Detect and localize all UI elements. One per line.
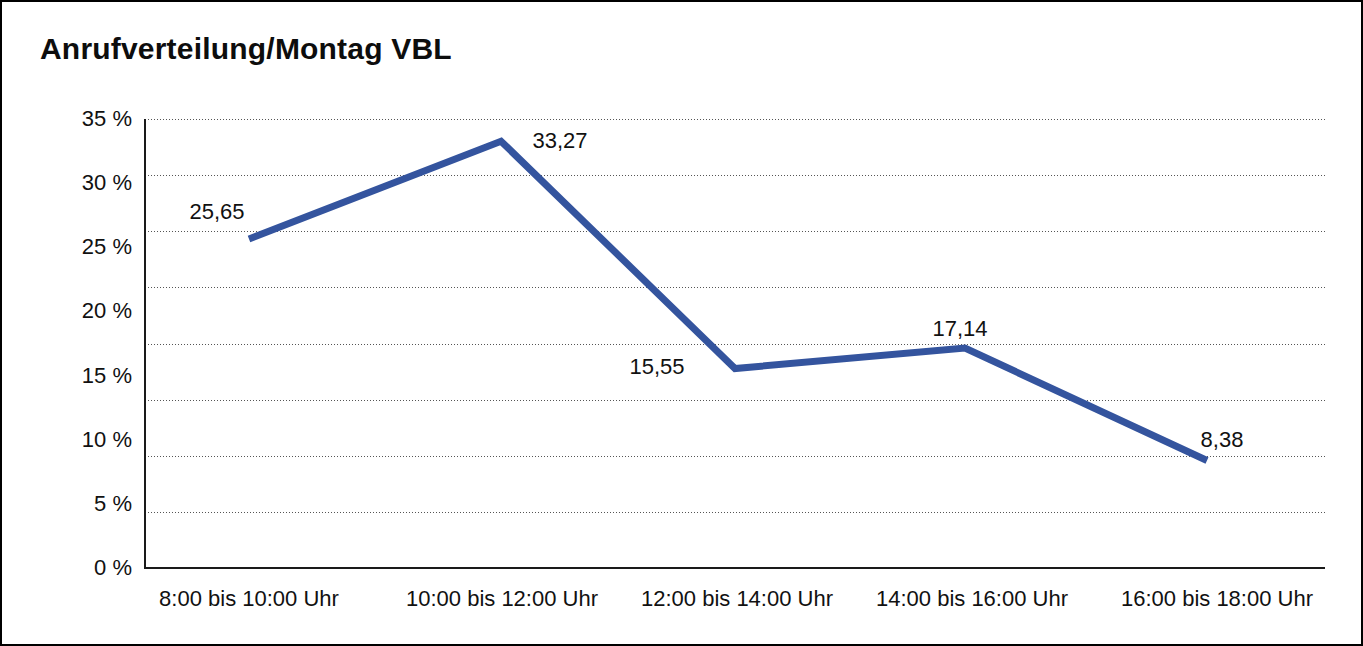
data-point-label: 17,14: [895, 316, 1025, 342]
y-tick-label: 20 %: [2, 298, 132, 324]
data-point-label: 15,55: [592, 354, 722, 380]
x-category-label: 8:00 bis 10:00 Uhr: [129, 586, 369, 612]
x-category-label: 14:00 bis 16:00 Uhr: [852, 586, 1092, 612]
y-tick-label: 30 %: [2, 170, 132, 196]
series-line: [249, 141, 1207, 460]
x-category-label: 16:00 bis 18:00 Uhr: [1097, 586, 1337, 612]
y-tick-label: 25 %: [2, 234, 132, 260]
gridline: [145, 119, 1325, 120]
gridline: [145, 400, 1325, 401]
chart-title: Anrufverteilung/Montag VBL: [40, 32, 452, 66]
gridline: [145, 231, 1325, 232]
gridline: [145, 175, 1325, 176]
data-point-label: 25,65: [152, 199, 282, 225]
gridline: [145, 512, 1325, 513]
y-tick-label: 35 %: [2, 106, 132, 132]
y-axis-line: [144, 119, 146, 569]
gridline: [145, 456, 1325, 457]
y-tick-label: 15 %: [2, 363, 132, 389]
y-tick-label: 10 %: [2, 427, 132, 453]
gridline: [145, 287, 1325, 288]
y-tick-label: 0 %: [2, 555, 132, 581]
data-line-plot: [2, 2, 1363, 646]
y-tick-label: 5 %: [2, 491, 132, 517]
data-point-label: 33,27: [495, 128, 625, 154]
x-category-label: 10:00 bis 12:00 Uhr: [382, 586, 622, 612]
x-axis-line: [144, 567, 1325, 569]
gridline: [145, 344, 1325, 345]
chart-page: Anrufverteilung/Montag VBL 0 % 5 % 10 % 15 …: [0, 0, 1363, 646]
data-point-label: 8,38: [1157, 427, 1287, 453]
x-category-label: 12:00 bis 14:00 Uhr: [617, 586, 857, 612]
